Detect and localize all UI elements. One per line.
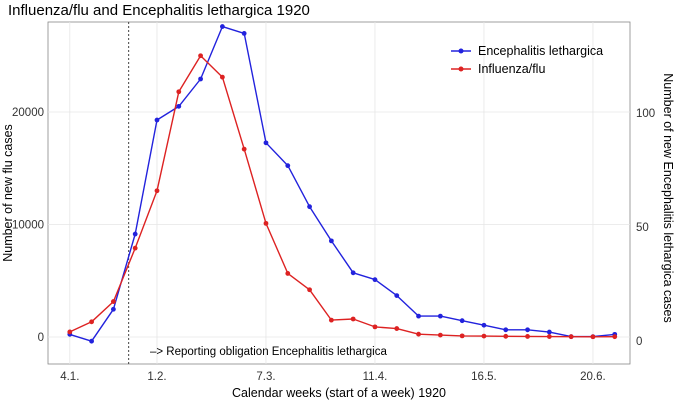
data-point-influenza xyxy=(110,299,116,304)
annotation-reporting-obligation: –> Reporting obligation Encephalitis let… xyxy=(150,346,387,358)
data-point-influenza xyxy=(67,329,73,335)
data-point-influenza xyxy=(89,319,94,325)
data-point-encephalitis xyxy=(525,327,530,333)
legend: Encephalitis lethargica Influenza/flu xyxy=(451,44,603,76)
legend-marker-encephalitis xyxy=(458,48,464,54)
data-point-influenza xyxy=(568,334,574,340)
data-point-influenza xyxy=(241,146,247,152)
data-point-encephalitis xyxy=(154,117,160,123)
x-tick-label: 20.6. xyxy=(580,371,606,383)
y-tick-label-left: 0 xyxy=(38,332,44,344)
y-tick-label-left: 20000 xyxy=(12,107,44,119)
data-point-influenza xyxy=(328,317,334,323)
x-tick-label: 16.5. xyxy=(471,371,497,383)
y-axis-label-right: Number of new Encephalitis lethargica ca… xyxy=(661,73,675,322)
data-point-encephalitis xyxy=(546,329,552,335)
data-point-influenza xyxy=(132,245,138,251)
x-axis-label: Calendar weeks (start of a week) 1920 xyxy=(232,386,446,400)
data-point-influenza xyxy=(307,287,312,293)
data-point-influenza xyxy=(416,331,421,337)
data-point-encephalitis xyxy=(459,318,465,324)
data-point-influenza xyxy=(285,271,291,276)
data-point-influenza xyxy=(546,334,552,339)
plot-area-frame xyxy=(47,21,631,365)
data-point-encephalitis xyxy=(198,76,203,82)
data-point-encephalitis xyxy=(241,31,247,36)
data-point-encephalitis xyxy=(481,322,487,328)
x-tick-label: 1.2. xyxy=(147,371,166,383)
x-tick-label: 11.4. xyxy=(363,371,388,383)
series-line-influenza xyxy=(69,55,615,338)
chart-title: Influenza/flu and Encephalitis lethargic… xyxy=(8,2,310,19)
y-tick-label-left: 10000 xyxy=(12,220,44,232)
y-tick-label-right: 100 xyxy=(636,108,655,120)
x-tick-label: 7.3. xyxy=(256,371,275,383)
data-point-encephalitis xyxy=(416,313,421,319)
data-point-influenza xyxy=(372,324,378,330)
data-point-encephalitis xyxy=(89,338,94,344)
x-tick-label: 4.1. xyxy=(60,371,79,383)
data-point-encephalitis xyxy=(285,163,291,169)
data-point-encephalitis xyxy=(132,231,138,237)
data-point-influenza xyxy=(176,89,182,95)
data-point-influenza xyxy=(198,53,203,59)
data-point-influenza xyxy=(219,74,225,80)
y-tick-label-right: 0 xyxy=(636,336,642,348)
data-point-influenza xyxy=(525,334,530,339)
data-point-encephalitis xyxy=(110,306,116,312)
data-point-encephalitis xyxy=(307,204,312,210)
data-point-encephalitis xyxy=(219,24,225,29)
data-point-influenza xyxy=(437,332,443,338)
data-point-influenza xyxy=(154,188,160,194)
data-point-influenza xyxy=(481,333,487,339)
data-point-influenza xyxy=(263,220,269,226)
data-point-influenza xyxy=(350,316,356,322)
data-point-encephalitis xyxy=(437,313,443,319)
data-point-encephalitis xyxy=(503,327,509,333)
y-tick-label-right: 50 xyxy=(636,222,649,234)
tick-labels: 4.1. 1.2. 7.3. 11.4. 16.5. 20.6. 0 10000 20000 0 5… xyxy=(12,107,655,383)
data-point-encephalitis xyxy=(394,293,400,298)
data-point-influenza xyxy=(612,334,618,340)
data-point-influenza xyxy=(503,333,509,339)
data-point-influenza xyxy=(394,326,400,331)
data-point-encephalitis xyxy=(263,140,269,146)
data-point-influenza xyxy=(590,334,596,340)
data-point-influenza xyxy=(459,333,465,339)
series-layer xyxy=(67,24,618,344)
data-point-encephalitis xyxy=(328,238,334,244)
data-point-encephalitis xyxy=(350,270,356,276)
y-axis-label-left: Number of new flu cases xyxy=(1,124,15,262)
data-point-encephalitis xyxy=(176,103,182,109)
legend-marker-influenza xyxy=(458,66,464,72)
data-point-encephalitis xyxy=(372,277,378,283)
legend-label-influenza: Influenza/flu xyxy=(478,62,545,76)
legend-label-encephalitis: Encephalitis lethargica xyxy=(478,44,603,58)
series-line-encephalitis xyxy=(69,25,615,342)
